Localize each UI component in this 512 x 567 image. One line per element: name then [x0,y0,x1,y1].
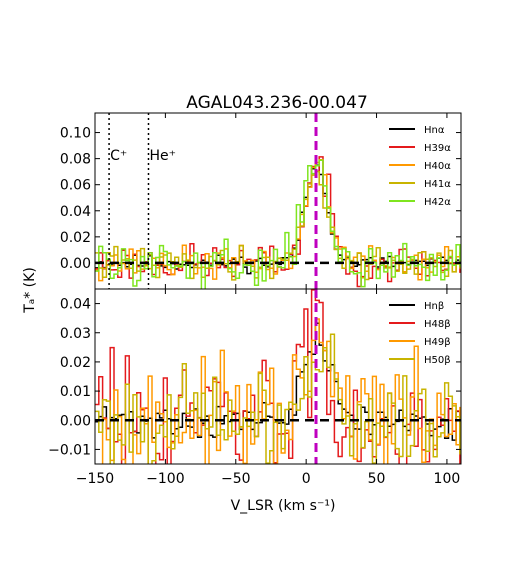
y-tick-label: 0.08 [60,152,91,168]
y-tick-label: 0.00 [60,256,91,272]
beta-panel: −0.01 0.00 0.01 0.02 0.03 0.04 Hnβ H48β H49β H50β [48,288,462,465]
y-tick-label: 0.01 [60,384,91,400]
legend: Hnβ H48β H49β H50β [389,301,451,366]
legend: Hnα H39α H40α H41α H42α [389,125,451,208]
legend-label: H48β [424,319,451,330]
x-tick-label: 50 [368,471,386,487]
y-tick-label: −0.01 [48,442,91,458]
y-tick-label: 0.04 [60,297,91,313]
y-tick-label: 0.00 [60,413,91,429]
x-tick-label: −100 [146,471,184,487]
y-axis-label: Tₐ* (K) [22,267,38,314]
x-axis: −150 −100 −50 0 50 100 [76,471,461,487]
legend-label: H42α [424,197,451,208]
y-tick-label: 0.02 [60,355,91,371]
legend-label: H40α [424,161,451,172]
x-tick-label: 100 [434,471,461,487]
x-axis-label: V_LSR (km s⁻¹) [231,498,336,514]
x-tick-label: 0 [302,471,311,487]
plot-area [95,289,461,464]
x-tick-label: −150 [76,471,114,487]
legend-label: H50β [424,355,451,366]
y-tick-label: 0.02 [60,230,91,246]
plot-area [95,113,461,289]
legend-label: Hnβ [424,301,444,312]
alpha-panel: C⁺ He⁺ 0.00 0.02 0.04 0.06 0.08 0.10 Hnα H39α H40α… [60,112,462,290]
chart-title: AGAL043.236-00.047 [186,93,368,113]
series-line-3 [95,333,461,464]
legend-label: Hnα [424,125,445,136]
y-tick-label: 0.04 [60,204,91,220]
panel-frame [94,288,462,465]
legend-label: H39α [424,143,451,154]
annotation-label-0: C⁺ [110,148,127,164]
series-line-4 [95,159,461,289]
legend-label: H49β [424,337,451,348]
y-tick-label: 0.10 [60,126,91,142]
x-tick-label: −50 [221,471,251,487]
y-tick-label: 0.06 [60,178,91,194]
legend-label: H41α [424,179,451,190]
annotation-label-1: He⁺ [149,148,176,164]
y-tick-label: 0.03 [60,326,91,342]
